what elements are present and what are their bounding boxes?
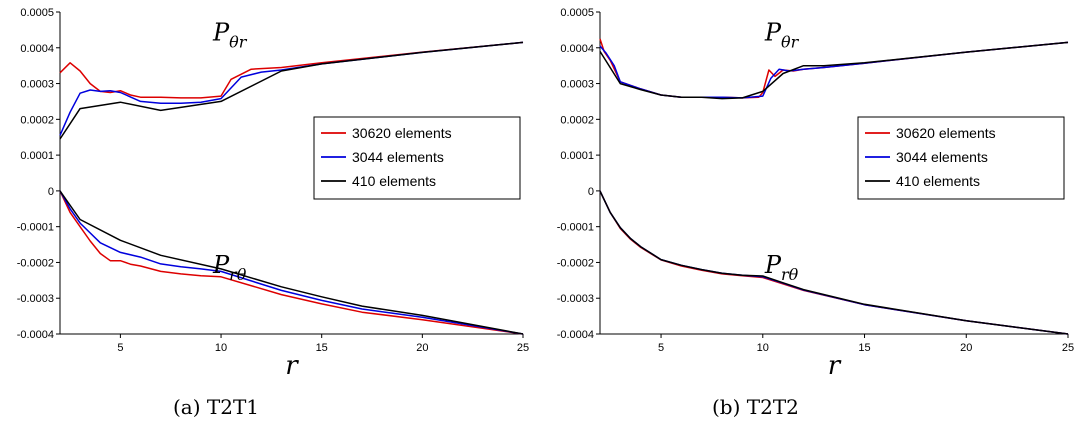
x-tick-label: 25 [1062,342,1074,354]
series-line-1-lower [59,190,524,335]
y-tick-label: 0 [48,186,54,198]
caption: (a) T2T1 [173,395,259,419]
legend-entry-3: 410 elements [896,173,980,189]
y-tick-label: 0.0003 [560,79,594,91]
x-tick-label: 15 [316,342,328,354]
legend-box [313,116,521,200]
legend: 30620 elements 3044 elements 410 elements [857,116,1065,200]
series-line-3-lower [59,190,524,335]
y-tick-label: -0.0004 [557,329,594,341]
series-line-2-upper [599,41,1069,99]
x-axis-label: r [828,351,842,381]
y-tick-label: -0.0001 [17,222,54,234]
annotation-label-2: Prθ [212,251,247,284]
legend-entry-2: 3044 elements [352,149,444,165]
x-tick-label: 20 [416,342,428,354]
caption: (b) T2T2 [712,395,799,419]
y-tick-label: 0.0003 [20,79,54,91]
y-tick-label: 0.0002 [20,114,54,126]
series-line-3-lower [599,190,1069,335]
y-tick-label: -0.0002 [17,257,54,269]
x-axis-label: r [285,351,299,381]
annotation-label-1: Pθr [212,19,248,52]
chart-panel-2: 0.0005 0.0004 0.0003 0.0002 0.0001 0 -0.0001 -0… [557,7,1074,419]
y-tick-label: 0.0005 [560,7,594,19]
y-tick-label: 0 [588,186,594,198]
x-tick-label: 25 [517,342,529,354]
legend: 30620 elements 3044 elements 410 elements [313,116,521,200]
series-line-3-upper [59,41,524,140]
legend-entry-3: 410 elements [352,173,436,189]
legend-entry-2: 3044 elements [896,149,988,165]
y-tick-label: -0.0001 [557,222,594,234]
x-tick-label: 5 [658,342,664,354]
chart-panel-1: 0.0005 0.0004 0.0003 0.0002 0.0001 0 -0.0001 -0… [17,7,529,419]
y-tick-label: 0.0004 [20,43,54,55]
x-tick-label: 10 [215,342,227,354]
y-tick-label: 0.0002 [560,114,594,126]
y-tick-label: 0.0001 [560,150,594,162]
series-line-1-upper [59,41,524,99]
y-tick-label: -0.0004 [17,329,54,341]
series-line-1-upper [599,38,1069,99]
annotation-label-2: Prθ [764,251,799,284]
y-tick-label: 0.0005 [20,7,54,19]
x-tick-label: 5 [117,342,123,354]
legend-entry-1: 30620 elements [896,125,996,141]
y-tick-label: -0.0003 [17,293,54,305]
x-tick-label: 20 [960,342,972,354]
annotation-label-1: Pθr [764,19,800,52]
y-tick-label: -0.0003 [557,293,594,305]
series-line-2-upper [59,41,524,136]
series-line-2-lower [59,190,524,335]
y-tick-label: 0.0004 [560,43,594,55]
legend-entry-1: 30620 elements [352,125,452,141]
y-tick-label: 0.0001 [20,150,54,162]
x-tick-label: 15 [858,342,870,354]
y-tick-label: -0.0002 [557,257,594,269]
legend-box [857,116,1065,200]
series-line-3-upper [599,41,1069,100]
x-tick-label: 10 [757,342,769,354]
